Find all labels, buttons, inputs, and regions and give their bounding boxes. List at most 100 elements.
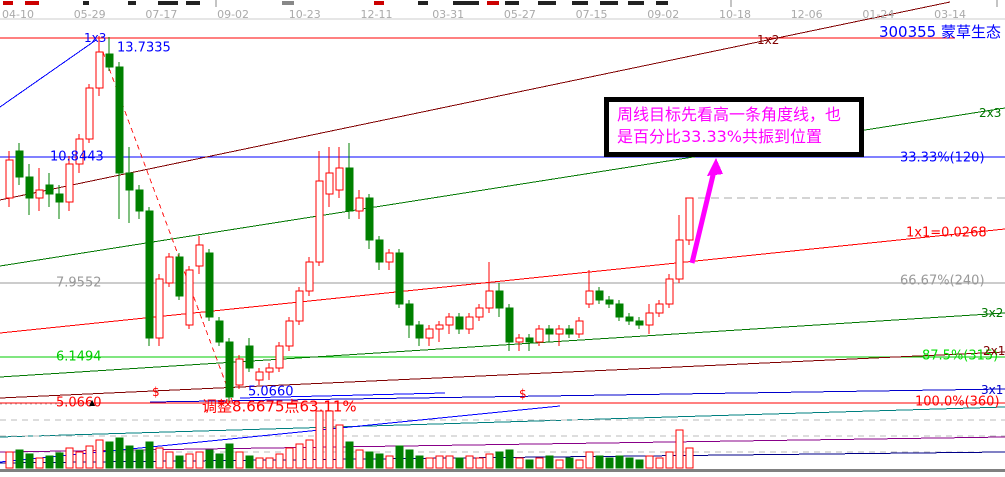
volume-bar-up — [645, 455, 654, 469]
volume-bar-down — [415, 455, 424, 469]
axis-date-label: 07-15 — [575, 8, 608, 21]
volume-bar-up — [585, 451, 594, 469]
candle-body-down — [115, 66, 124, 174]
candle-body-up — [655, 303, 664, 314]
volume-bar-up — [535, 457, 544, 469]
gann-line — [0, 312, 1005, 378]
candle-body-down — [175, 256, 184, 297]
volume-bar-down — [525, 459, 534, 469]
volume-bar-down — [375, 453, 384, 469]
volume-bar-down — [635, 459, 644, 469]
volume-bar-down — [25, 453, 34, 469]
candle-body-up — [315, 180, 324, 263]
top-strip-mark — [83, 1, 89, 5]
volume-bar-up — [35, 457, 44, 469]
candle-body-up — [445, 316, 454, 326]
candle-body-up — [185, 269, 194, 326]
candle-body-up — [465, 316, 474, 330]
candle-body-down — [125, 172, 134, 191]
volume-bar-up — [425, 457, 434, 469]
candle-body-up — [65, 163, 74, 203]
candle-body-down — [375, 239, 384, 263]
candle-body-up — [675, 239, 684, 280]
volume-bar-up — [305, 439, 314, 469]
top-strip-mark — [25, 1, 39, 5]
candle-body-down — [635, 320, 644, 326]
candle-body-down — [605, 299, 614, 305]
chart-label: 3x2 — [981, 306, 1004, 320]
candle-body-down — [415, 324, 424, 339]
chart-label: 2x3 — [979, 106, 1002, 120]
volume-bar-down — [495, 451, 504, 469]
axis-date-label: 03-31 — [432, 8, 465, 21]
volume-bar-up — [85, 445, 94, 469]
volume-bar-up — [65, 447, 74, 469]
candle-body-up — [385, 252, 394, 263]
candle-body-down — [565, 328, 574, 335]
candle-body-up — [485, 290, 494, 309]
candle-body-up — [95, 51, 104, 89]
volume-bar-down — [225, 443, 234, 469]
chart-label: ▲ — [89, 398, 96, 407]
candle-body-down — [365, 197, 374, 241]
volume-bar-down — [215, 453, 224, 469]
candle-body-down — [345, 167, 354, 212]
candle-body-up — [575, 320, 584, 335]
volume-bar-down — [115, 437, 124, 469]
volume-bar-up — [275, 453, 284, 469]
top-strip-mark — [538, 1, 556, 5]
chart-label: 7.9552 — [56, 275, 102, 291]
volume-bar-down — [565, 457, 574, 469]
candle-body-up — [585, 290, 594, 305]
volume-bar-down — [175, 455, 184, 469]
volume-bar-up — [655, 457, 664, 469]
chart-label: 13.7335 — [117, 40, 171, 56]
candle-body-up — [285, 320, 294, 347]
gann-line — [0, 228, 1005, 334]
candle-body-up — [75, 138, 84, 165]
volume-bar-up — [465, 455, 474, 469]
candle-body-up — [555, 328, 564, 335]
volume-bar-up — [165, 451, 174, 469]
candle-body-down — [145, 210, 154, 339]
top-strip-mark — [656, 1, 668, 5]
chart-label: 2x1 — [983, 344, 1005, 358]
candle-body-down — [15, 150, 24, 178]
volume-bar-down — [605, 457, 614, 469]
top-strip-mark — [505, 1, 519, 5]
candle-body-up — [425, 328, 434, 339]
axis-date-label: 12-06 — [790, 8, 823, 21]
candle-body-down — [205, 252, 214, 318]
axis-date-label: 03-14 — [934, 8, 967, 21]
volume-bar-up — [185, 453, 194, 469]
gann-line — [0, 436, 1005, 453]
candle-body-down — [495, 290, 504, 309]
volume-bar-up — [555, 459, 564, 469]
candle-body-down — [505, 307, 514, 343]
chart-label: 调整8.6675点63.11% — [202, 397, 357, 416]
candle-body-up — [325, 172, 334, 195]
candle-body-down — [245, 345, 254, 369]
volume-bar-down — [105, 441, 114, 469]
chart-label: 87.5%(315) — [922, 348, 999, 364]
candle-body-down — [595, 290, 604, 301]
candle-body-up — [435, 324, 444, 330]
volume-bar-up — [315, 410, 324, 469]
candle-body-down — [135, 189, 144, 212]
candle-body-up — [685, 197, 694, 241]
candle-body-down — [25, 176, 34, 199]
candle-body-up — [5, 159, 14, 199]
gann-line — [149, 388, 1005, 403]
volume-bar-down — [45, 455, 54, 469]
top-strip-mark — [158, 1, 178, 5]
candle-body-down — [105, 53, 114, 68]
annotation-box[interactable]: 周线目标先看高一条角度线，也 是百分比33.33%共振到位置 — [604, 97, 864, 157]
candle-body-up — [665, 278, 674, 305]
axis-date-label: 05-27 — [503, 8, 536, 21]
axis-date-label: 10-18 — [719, 8, 751, 21]
candle-body-up — [645, 312, 654, 326]
volume-bar-up — [325, 410, 334, 469]
candle-body-down — [55, 193, 64, 203]
